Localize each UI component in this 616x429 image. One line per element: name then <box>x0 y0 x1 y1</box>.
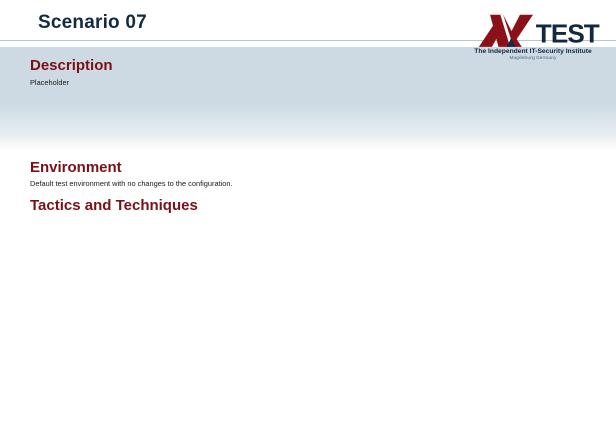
svg-text:TEST: TEST <box>536 19 600 49</box>
